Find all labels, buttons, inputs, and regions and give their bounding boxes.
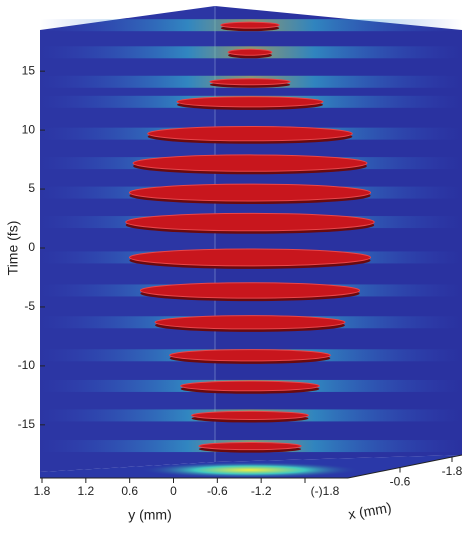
pulse xyxy=(209,78,291,86)
x-axis-label: x (mm) xyxy=(347,499,393,522)
y-tick-label: -0.6 xyxy=(207,484,228,498)
t-tick-label: 10 xyxy=(22,122,36,136)
y-tick-label: (-)1.8 xyxy=(311,484,340,498)
t-tick-label: -15 xyxy=(18,417,36,431)
pulse xyxy=(169,349,331,362)
pulse xyxy=(191,410,309,421)
right-wall xyxy=(215,6,462,462)
y-tick-label: 0 xyxy=(170,484,177,498)
y-axis-label: y (mm) xyxy=(128,507,172,523)
pulse xyxy=(128,183,372,202)
pulse xyxy=(154,315,346,330)
t-tick-label: -10 xyxy=(18,358,36,372)
t-tick-label: -5 xyxy=(24,299,35,313)
x-axis xyxy=(347,454,463,479)
pulse xyxy=(147,125,353,142)
pulse xyxy=(139,282,361,299)
t-axis-label: Time (fs) xyxy=(5,221,21,276)
pulse xyxy=(125,212,375,232)
y-tick-label: 1.2 xyxy=(77,484,94,498)
pulse xyxy=(176,96,324,108)
pulse xyxy=(132,154,368,172)
pulse xyxy=(198,441,302,451)
x-tick-label: -1.8 xyxy=(442,464,463,478)
t-tick-label: 15 xyxy=(22,63,36,77)
y-tick-label: -1.2 xyxy=(251,484,272,498)
t-tick-label: 5 xyxy=(28,181,35,195)
pulse xyxy=(128,248,372,267)
pulse xyxy=(180,380,320,392)
pulse xyxy=(220,21,280,29)
pulse xyxy=(227,48,273,56)
t-tick-label: 0 xyxy=(28,240,35,254)
y-tick-label: 0.6 xyxy=(121,484,138,498)
y-tick-label: 1.8 xyxy=(34,484,51,498)
floor-glow xyxy=(140,462,360,478)
x-tick-label: -0.6 xyxy=(390,475,411,489)
plot-layer: -15 -10 -5 0 5 10 15 1.8 1.2 0.6 0 -0.6 -1.2 (-)1.8 -0… xyxy=(18,19,463,498)
